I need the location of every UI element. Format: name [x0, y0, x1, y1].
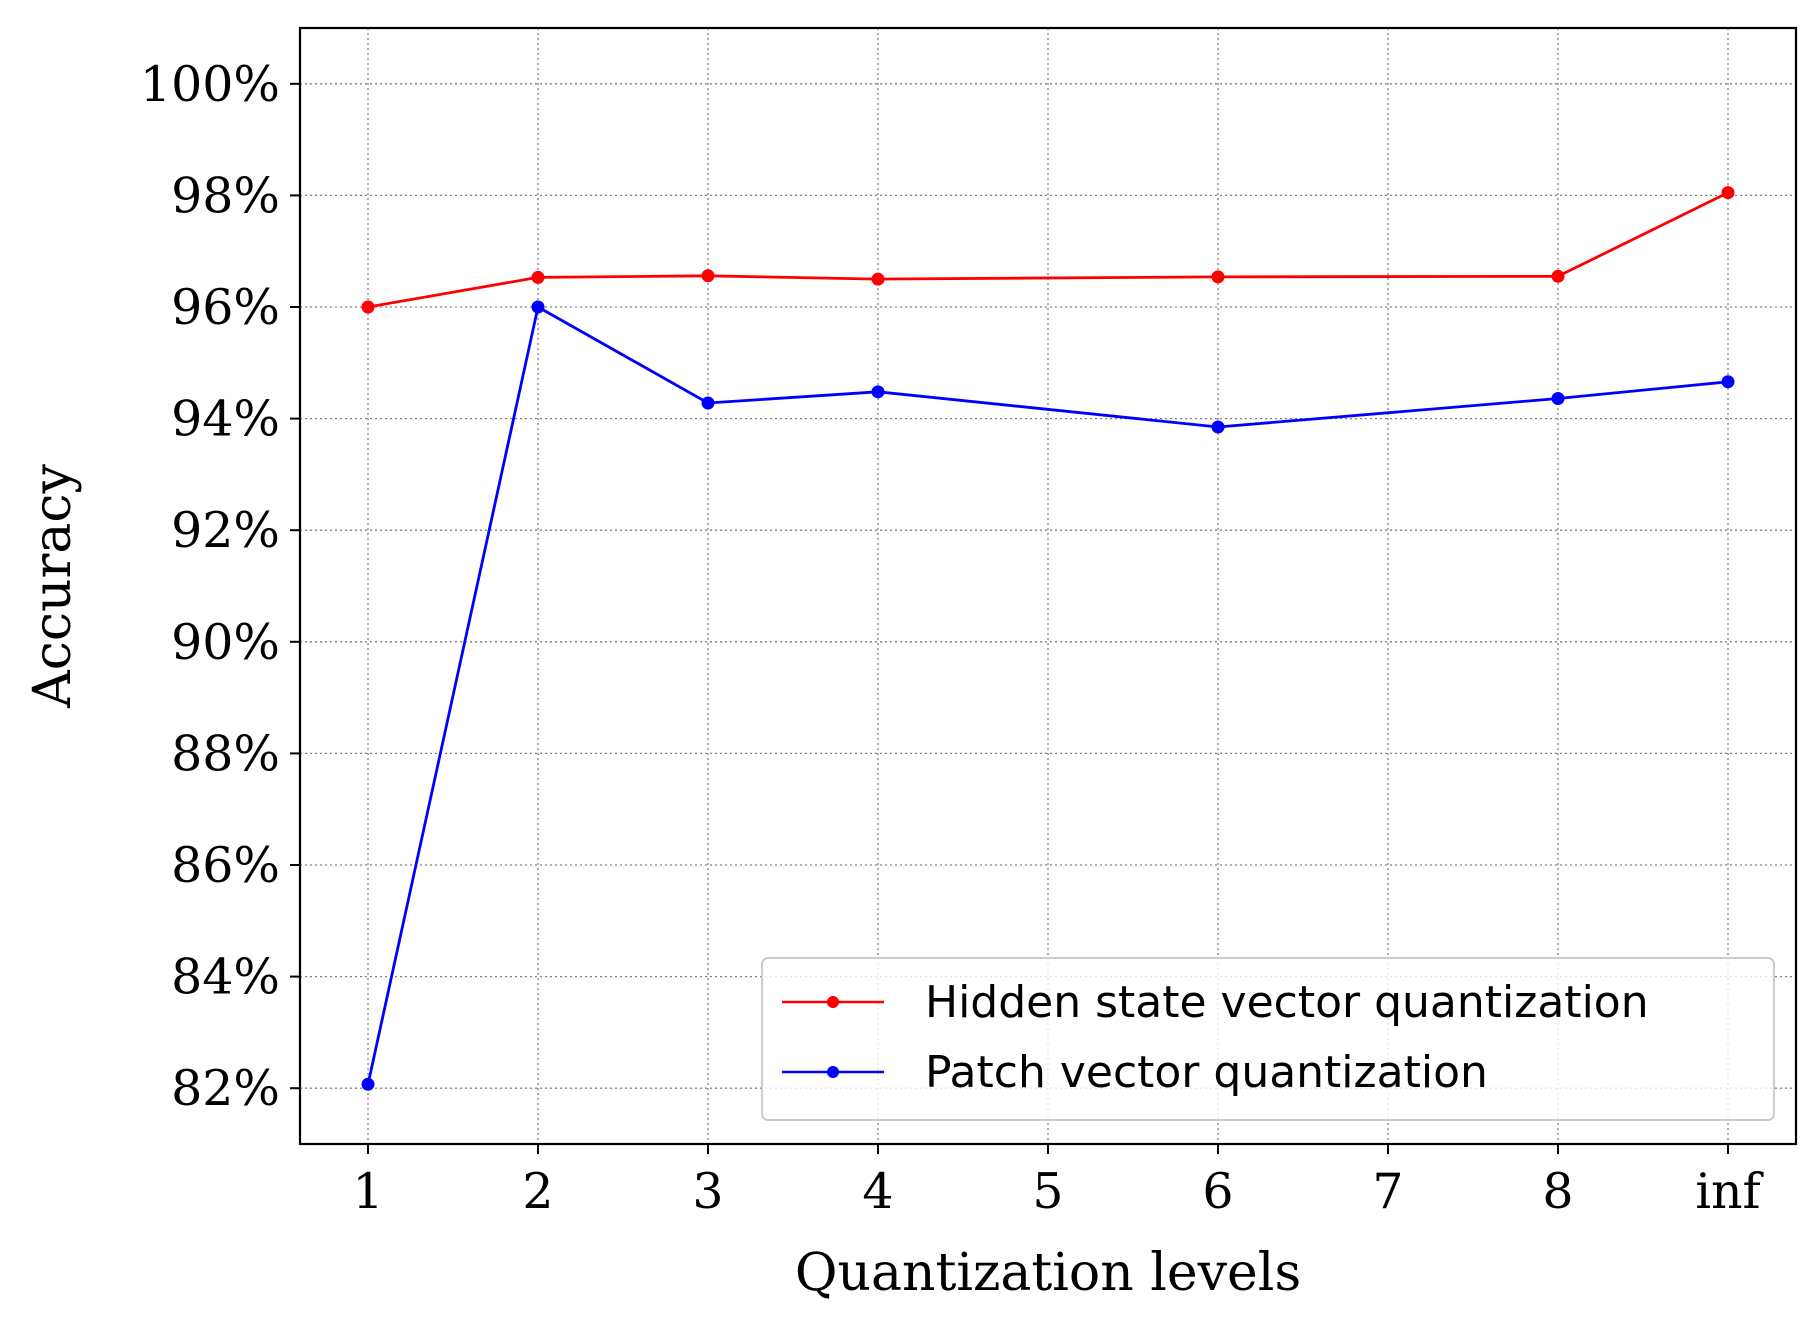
data-point [1551, 269, 1565, 283]
x-tick-label: 6 [1202, 1163, 1233, 1220]
series-layer [361, 186, 1735, 1091]
y-axis-title: Accuracy [23, 464, 83, 709]
x-tick-label: 8 [1542, 1163, 1573, 1220]
legend-box [761, 957, 1775, 1121]
x-axis-title: Quantization levels [795, 1243, 1301, 1303]
data-point [1551, 392, 1565, 406]
data-point [871, 385, 885, 399]
data-point [531, 270, 545, 284]
data-point [1211, 420, 1225, 434]
x-tick-label: inf [1695, 1163, 1764, 1220]
legend: Hidden state vector quantization Patch v… [761, 957, 1775, 1121]
data-point [361, 300, 375, 314]
data-point [1721, 186, 1735, 200]
y-tick-label: 94% [171, 391, 280, 448]
data-point [531, 300, 545, 314]
legend-marker-hidden-state [827, 996, 839, 1008]
y-tick-label: 92% [171, 502, 280, 559]
x-tick-label: 4 [862, 1163, 893, 1220]
y-tick-label: 82% [171, 1060, 280, 1117]
legend-label-hidden-state: Hidden state vector quantization [925, 977, 1649, 1028]
y-tick-label: 98% [171, 167, 280, 224]
x-tick-label: 1 [352, 1163, 383, 1220]
y-tick-label: 84% [171, 949, 280, 1006]
data-point [871, 272, 885, 286]
y-tick-label: 90% [171, 614, 280, 671]
x-tick-label: 5 [1032, 1163, 1063, 1220]
legend-label-patch: Patch vector quantization [925, 1047, 1488, 1098]
data-point [701, 269, 715, 283]
y-tick-label: 100% [140, 56, 280, 113]
y-axis: 82% 84% 86% 88% 90% 92% 94% 96% 98% 100% [140, 56, 300, 1117]
data-point [701, 396, 715, 410]
y-tick-label: 88% [171, 725, 280, 782]
x-tick-label: 7 [1372, 1163, 1403, 1220]
x-tick-label: 2 [522, 1163, 553, 1220]
y-tick-label: 96% [171, 279, 280, 336]
data-point [361, 1077, 375, 1091]
x-tick-label: 3 [692, 1163, 723, 1220]
y-tick-label: 86% [171, 837, 280, 894]
data-point [1211, 270, 1225, 284]
legend-marker-patch [827, 1066, 839, 1078]
data-point [1721, 375, 1735, 389]
x-axis: 1 2 3 4 5 6 7 8 inf [352, 1144, 1765, 1220]
